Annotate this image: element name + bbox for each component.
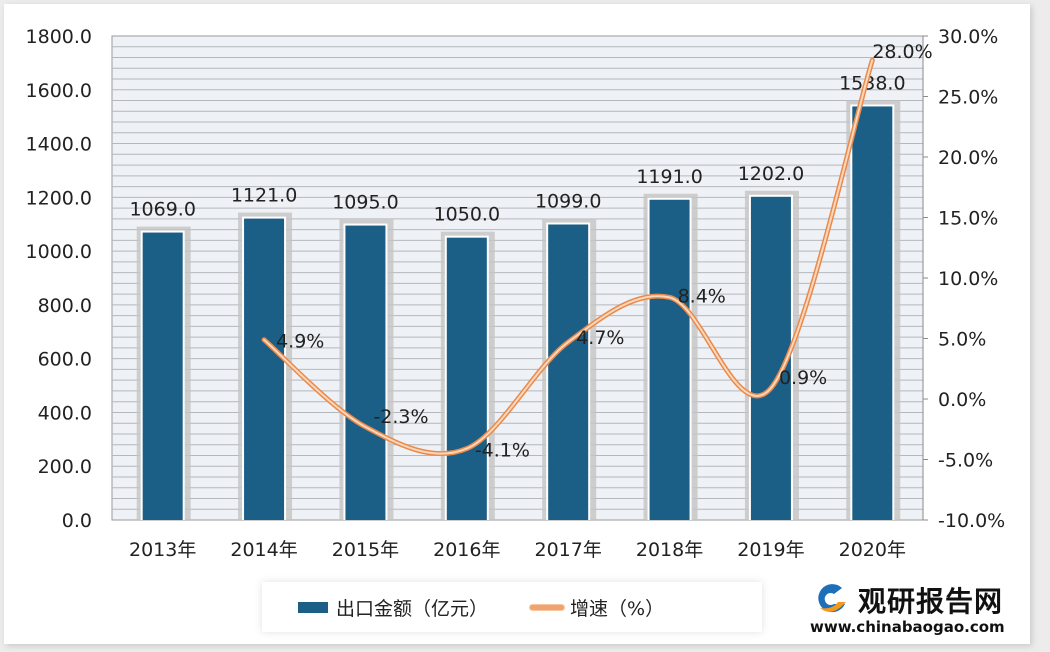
line-data-label: 0.9% <box>779 367 827 389</box>
line-data-label: 4.9% <box>276 331 324 353</box>
growth-line-highlight <box>263 59 874 455</box>
y-right-tick-label: 20.0% <box>938 147 998 169</box>
x-tick-label: 2020年 <box>839 539 906 561</box>
y-right-tick-label: -10.0% <box>938 510 1005 532</box>
legend-line-label: 增速（%） <box>570 597 665 620</box>
logo-icon <box>818 584 846 613</box>
bar-data-label: 1099.0 <box>535 190 601 212</box>
bar <box>446 237 487 520</box>
bar-data-label: 1538.0 <box>839 72 905 94</box>
legend-line-swatch <box>530 604 565 610</box>
bar <box>750 196 791 520</box>
y-right-tick-label: 30.0% <box>938 26 998 48</box>
x-tick-label: 2013年 <box>129 539 196 561</box>
bar <box>244 218 285 520</box>
line-data-label: 4.7% <box>576 327 624 349</box>
x-tick-label: 2015年 <box>332 539 399 561</box>
y-left-tick-label: 0.0 <box>62 510 92 532</box>
legend-bar-swatch <box>298 601 328 613</box>
logo-url: www.chinabaogao.com <box>810 618 1005 636</box>
bar-data-label: 1121.0 <box>231 185 297 207</box>
line-data-label: 8.4% <box>678 285 726 307</box>
y-right-tick-label: 0.0% <box>938 389 986 411</box>
bar-data-label: 1095.0 <box>332 192 398 214</box>
bar <box>852 106 893 521</box>
watermark-logo: 观研报告网 www.chinabaogao.com <box>810 580 1025 638</box>
y-left-tick-label: 1200.0 <box>26 187 92 209</box>
legend: 出口金额（亿元） 增速（%） <box>262 582 762 632</box>
y-left-tick-label: 1000.0 <box>26 241 92 263</box>
bar <box>142 232 183 520</box>
y-right-tick-label: -5.0% <box>938 450 993 472</box>
x-tick-label: 2017年 <box>535 539 602 561</box>
bar <box>649 199 690 520</box>
y-left-tick-label: 1800.0 <box>26 26 92 48</box>
y-left-tick-label: 200.0 <box>38 456 92 478</box>
bar-data-label: 1202.0 <box>738 163 804 185</box>
x-tick-label: 2019年 <box>737 539 804 561</box>
x-tick-label: 2016年 <box>433 539 500 561</box>
y-left-tick-label: 400.0 <box>38 402 92 424</box>
line-data-label: -2.3% <box>373 406 428 428</box>
bar <box>345 225 386 521</box>
line-data-label: 28.0% <box>872 41 932 63</box>
y-left-tick-label: 1400.0 <box>26 134 92 156</box>
y-left-tick-label: 600.0 <box>38 349 92 371</box>
logo-text: 观研报告网 <box>858 585 1004 618</box>
line-data-label: -4.1% <box>475 440 530 462</box>
bar-data-label: 1191.0 <box>636 166 702 188</box>
x-tick-label: 2014年 <box>230 539 297 561</box>
y-right-tick-label: 10.0% <box>938 268 998 290</box>
bar-data-label: 1050.0 <box>434 204 500 226</box>
y-right-tick-label: 5.0% <box>938 329 986 351</box>
y-left-tick-label: 800.0 <box>38 295 92 317</box>
y-left-tick-label: 1600.0 <box>26 80 92 102</box>
bar-data-label: 1069.0 <box>129 199 195 221</box>
y-right-tick-label: 15.0% <box>938 208 998 230</box>
x-tick-label: 2018年 <box>636 539 703 561</box>
y-right-tick-label: 25.0% <box>938 87 998 109</box>
bar <box>548 224 589 521</box>
legend-bar-label: 出口金额（亿元） <box>336 597 489 620</box>
